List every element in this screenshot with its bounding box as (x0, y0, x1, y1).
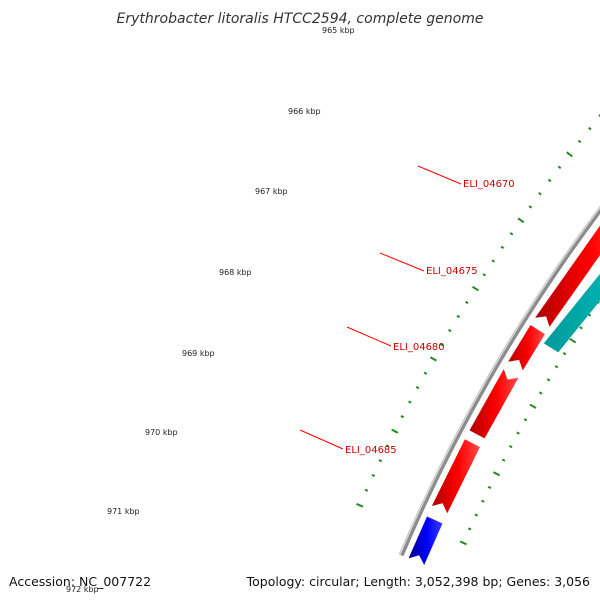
genome-backbone-highlight (399, 206, 600, 556)
outer-minor-tick (509, 232, 514, 236)
gene-eli-04675 (469, 369, 519, 439)
inner-minor-tick (474, 513, 479, 517)
inner-major-tick (569, 337, 577, 344)
outer-minor-tick (538, 191, 542, 196)
outer-major-tick (429, 356, 437, 362)
gene-eli-04685 (543, 273, 600, 353)
tick-label-972: 972 kbp (66, 585, 99, 594)
outer-minor-tick (482, 273, 487, 277)
outer-minor-tick (500, 245, 505, 250)
gene-labels: ELI_04670 ELI_04675 ELI_04680 ELI_04685 (345, 179, 515, 456)
outer-minor-tick (439, 343, 444, 347)
inner-minor-tick (562, 352, 567, 356)
tick-label-968: 968 kbp (219, 268, 252, 277)
inner-minor-tick (481, 499, 485, 503)
inner-minor-tick (538, 391, 543, 395)
inner-minor-tick (501, 458, 506, 462)
outer-minor-tick (408, 400, 412, 404)
tick-label-970: 970 kbp (145, 428, 178, 437)
label-line-eli-04675 (379, 252, 425, 272)
label-line-eli-04685 (299, 429, 344, 450)
gene-features (408, 225, 600, 566)
gene-eli-04680 (508, 325, 545, 371)
outer-minor-tick (448, 328, 452, 333)
outer-major-tick (391, 428, 399, 434)
label-line-eli-04680 (346, 326, 392, 347)
outer-minor-tick (588, 126, 592, 131)
outer-minor-tick (491, 259, 496, 263)
inner-minor-tick (554, 365, 559, 369)
genome-backbone (398, 205, 600, 557)
inner-dotted-ring (459, 300, 600, 546)
outer-minor-tick (378, 459, 383, 463)
inner-major-tick (529, 403, 537, 409)
gene-label-eli-04675: ELI_04675 (426, 266, 478, 277)
tick-label-971: 971 kbp (107, 507, 140, 516)
map-title: Erythrobacter litoralis HTCC2594, comple… (117, 11, 484, 27)
outer-minor-tick (557, 165, 562, 170)
outer-minor-tick (385, 444, 390, 448)
gene-red-large (535, 225, 600, 327)
inner-minor-tick (508, 444, 513, 449)
tick-label-969: 969 kbp (182, 349, 215, 358)
inner-minor-tick (516, 431, 520, 435)
outer-major-tick (517, 217, 525, 224)
outer-minor-tick (598, 114, 600, 118)
label-line-eli-04670 (417, 165, 462, 185)
outer-major-tick (566, 151, 573, 158)
outer-minor-tick (528, 205, 533, 209)
outer-major-tick (356, 502, 364, 508)
genome-summary-text: Topology: circular; Length: 3,052,398 bp… (246, 574, 590, 589)
tick-label-965: 965 kbp (322, 26, 355, 35)
outer-minor-tick (364, 488, 369, 492)
inner-minor-tick (523, 418, 528, 422)
inner-minor-tick (546, 378, 551, 382)
gene-label-lines (299, 165, 462, 450)
gene-label-eli-04680: ELI_04680 (393, 342, 445, 353)
outer-minor-tick (371, 473, 376, 478)
outer-minor-tick (547, 178, 552, 183)
inner-major-tick (459, 540, 467, 546)
outer-minor-tick (465, 300, 469, 305)
scale-tick-labels: 965 kbp 966 kbp 967 kbp 968 kbp 969 kbp … (66, 26, 355, 594)
outer-dotted-ring (356, 114, 600, 508)
gene-blue-top (408, 516, 443, 566)
inner-minor-tick (487, 485, 492, 490)
inner-minor-tick (579, 326, 583, 330)
outer-minor-tick (423, 371, 428, 375)
outer-major-tick (472, 285, 479, 292)
gene-label-eli-04685: ELI_04685 (345, 445, 397, 456)
inner-minor-tick (467, 527, 472, 531)
outer-minor-tick (400, 415, 405, 419)
gene-eli-04670 (431, 439, 480, 514)
tick-label-966: 966 kbp (288, 107, 321, 116)
outer-minor-tick (415, 386, 420, 390)
outer-minor-tick (577, 139, 582, 144)
outer-minor-tick (456, 314, 461, 319)
gene-label-eli-04670: ELI_04670 (463, 179, 515, 190)
inner-major-tick (492, 471, 501, 477)
accession-text: Accession: NC_007722 (9, 574, 151, 589)
tick-label-967: 967 kbp (255, 187, 288, 196)
